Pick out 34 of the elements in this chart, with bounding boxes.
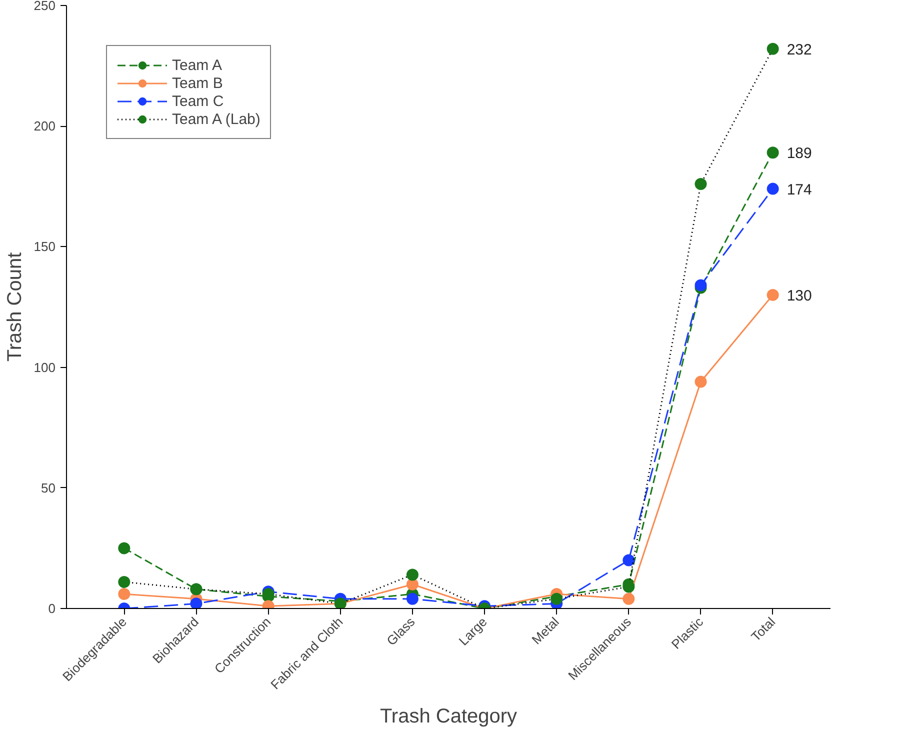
point (622, 592, 635, 605)
x-axis-title: Trash Category (380, 706, 518, 728)
point (694, 279, 707, 292)
point (622, 580, 635, 593)
legend-label: Team A (Lab) (172, 110, 260, 128)
point (118, 542, 130, 554)
y-tick-label: 100 (34, 360, 56, 375)
point (694, 178, 707, 190)
point (118, 588, 130, 600)
y-tick-label: 250 (34, 0, 56, 13)
data-label: 174 (786, 181, 812, 198)
point (550, 592, 563, 605)
y-tick-label: 0 (48, 601, 56, 616)
legend-label: Team A (172, 56, 222, 74)
point (406, 592, 418, 605)
point (118, 576, 130, 588)
legend-label: Team B (172, 74, 223, 92)
data-label: 130 (786, 287, 812, 304)
y-tick-label: 150 (34, 239, 56, 254)
point (766, 182, 779, 195)
y-tick-label: 200 (34, 118, 56, 134)
point (766, 42, 779, 55)
y-axis-title: Trash Count (4, 252, 26, 362)
point (694, 376, 707, 388)
y-tick-label: 50 (41, 480, 56, 496)
point (766, 288, 779, 301)
data-label: 189 (786, 145, 812, 162)
point (406, 568, 418, 581)
point (766, 146, 779, 159)
point (190, 598, 202, 608)
point (622, 554, 635, 566)
data-label: 232 (786, 41, 812, 58)
point (406, 578, 418, 590)
legend-label: Team C (172, 92, 224, 110)
